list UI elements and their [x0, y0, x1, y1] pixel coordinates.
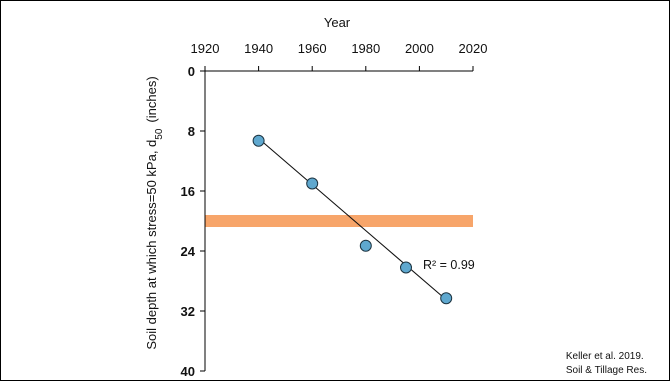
- data-point: [306, 177, 319, 190]
- x-tick-label: 1920: [191, 41, 220, 56]
- x-tick-label: 1940: [244, 41, 273, 56]
- r-squared-annotation: R² = 0.99: [423, 258, 475, 272]
- y-tick-label: 24: [181, 244, 196, 259]
- y-axis-title-subscript: 50: [154, 128, 165, 140]
- y-tick-label: 32: [181, 304, 195, 319]
- x-axis-title: Year: [324, 15, 351, 30]
- x-tick-label: 1960: [298, 41, 327, 56]
- data-point: [440, 292, 453, 305]
- data-point: [359, 239, 372, 252]
- y-tick-label: 40: [181, 364, 195, 379]
- y-axis-title: Soil depth at which stress=50 kPa, d50 (i…: [144, 76, 165, 349]
- y-tick-label: 16: [181, 184, 195, 199]
- y-tick-label: 8: [188, 124, 195, 139]
- source-line-1: Keller et al. 2019.: [565, 351, 644, 362]
- y-tick-label: 0: [188, 64, 195, 79]
- trend-line: [258, 138, 447, 301]
- x-tick-label: 2020: [459, 41, 488, 56]
- x-tick-label: 2000: [405, 41, 434, 56]
- source-line-2: Soil & Tillage Res.: [565, 365, 647, 376]
- y-axis-title-unit: (inches): [144, 76, 159, 122]
- source-citation: Keller et al. 2019. Soil & Tillage Res.: [566, 350, 647, 378]
- y-axis-title-main: Soil depth at which stress=50 kPa, d: [144, 140, 159, 350]
- data-point: [252, 134, 265, 147]
- x-tick-label: 1980: [351, 41, 380, 56]
- reference-band: [205, 215, 473, 227]
- data-point: [400, 261, 412, 274]
